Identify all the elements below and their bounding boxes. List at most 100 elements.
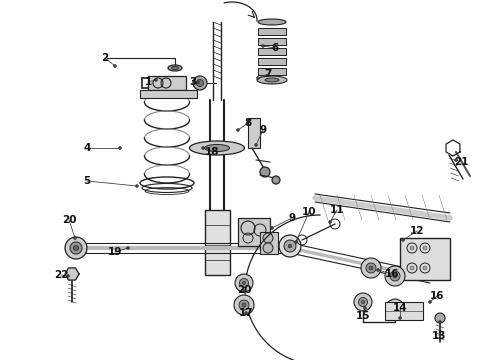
Text: 19: 19 bbox=[108, 247, 122, 257]
Circle shape bbox=[114, 64, 117, 68]
Circle shape bbox=[196, 80, 203, 86]
Bar bbox=[205, 210, 230, 275]
Circle shape bbox=[423, 266, 427, 270]
Circle shape bbox=[263, 233, 273, 243]
Text: 22: 22 bbox=[54, 270, 68, 280]
Circle shape bbox=[428, 301, 432, 303]
Text: 3: 3 bbox=[189, 77, 196, 87]
Circle shape bbox=[401, 238, 405, 242]
Ellipse shape bbox=[190, 141, 245, 155]
Bar bbox=[258, 38, 286, 45]
Ellipse shape bbox=[204, 144, 229, 152]
Text: 5: 5 bbox=[83, 176, 91, 186]
Circle shape bbox=[74, 237, 76, 239]
Text: 15: 15 bbox=[356, 311, 370, 321]
Ellipse shape bbox=[390, 271, 400, 281]
Ellipse shape bbox=[257, 76, 287, 84]
Circle shape bbox=[423, 246, 427, 250]
Circle shape bbox=[260, 167, 270, 177]
Circle shape bbox=[272, 176, 280, 184]
Circle shape bbox=[243, 289, 245, 292]
Circle shape bbox=[455, 158, 458, 162]
Ellipse shape bbox=[385, 266, 405, 286]
Ellipse shape bbox=[239, 300, 249, 310]
Ellipse shape bbox=[234, 295, 254, 315]
Circle shape bbox=[439, 320, 441, 324]
Text: 21: 21 bbox=[454, 157, 468, 167]
Circle shape bbox=[119, 147, 122, 149]
Circle shape bbox=[126, 247, 129, 249]
Bar bbox=[385, 302, 423, 320]
Ellipse shape bbox=[369, 266, 373, 270]
Ellipse shape bbox=[265, 78, 279, 82]
Text: 9: 9 bbox=[289, 213, 295, 223]
Text: 17: 17 bbox=[239, 308, 253, 318]
Ellipse shape bbox=[362, 301, 365, 303]
Ellipse shape bbox=[240, 279, 248, 288]
Circle shape bbox=[376, 269, 379, 271]
Circle shape bbox=[284, 240, 296, 252]
Text: 12: 12 bbox=[410, 226, 424, 236]
Text: 16: 16 bbox=[430, 291, 444, 301]
Text: 2: 2 bbox=[101, 53, 109, 63]
Text: 16: 16 bbox=[385, 269, 399, 279]
Circle shape bbox=[294, 240, 297, 243]
Circle shape bbox=[237, 129, 240, 131]
Circle shape bbox=[136, 184, 139, 188]
Ellipse shape bbox=[74, 246, 78, 251]
Circle shape bbox=[364, 306, 367, 310]
Circle shape bbox=[245, 311, 247, 315]
Ellipse shape bbox=[354, 293, 372, 311]
Text: 7: 7 bbox=[264, 69, 271, 79]
Bar bbox=[258, 28, 286, 35]
Circle shape bbox=[410, 246, 414, 250]
Text: 6: 6 bbox=[271, 43, 279, 53]
Text: 9: 9 bbox=[259, 125, 267, 135]
Text: 14: 14 bbox=[392, 303, 407, 313]
Bar bbox=[140, 90, 197, 98]
Bar bbox=[258, 68, 286, 75]
Bar bbox=[238, 218, 270, 246]
Ellipse shape bbox=[359, 297, 368, 306]
Circle shape bbox=[154, 78, 157, 81]
Text: 20: 20 bbox=[62, 215, 76, 225]
Circle shape bbox=[256, 77, 260, 80]
Polygon shape bbox=[65, 268, 79, 280]
Circle shape bbox=[262, 45, 265, 48]
Circle shape bbox=[410, 266, 414, 270]
Circle shape bbox=[201, 147, 204, 149]
Circle shape bbox=[67, 274, 70, 278]
Ellipse shape bbox=[393, 274, 397, 278]
Circle shape bbox=[288, 244, 292, 248]
Text: 11: 11 bbox=[330, 205, 344, 215]
Circle shape bbox=[279, 235, 301, 257]
Text: 13: 13 bbox=[432, 331, 446, 341]
Bar bbox=[258, 48, 286, 55]
Circle shape bbox=[270, 226, 273, 230]
Circle shape bbox=[254, 144, 258, 147]
Bar bbox=[400, 238, 450, 280]
Text: 18: 18 bbox=[205, 147, 219, 157]
Ellipse shape bbox=[235, 274, 253, 292]
Text: 20: 20 bbox=[237, 285, 251, 295]
Circle shape bbox=[196, 81, 199, 84]
Ellipse shape bbox=[391, 303, 399, 312]
Bar bbox=[148, 76, 186, 90]
Circle shape bbox=[435, 313, 445, 323]
Ellipse shape bbox=[361, 258, 381, 278]
Bar bbox=[248, 118, 260, 148]
Text: 1: 1 bbox=[145, 77, 151, 87]
Ellipse shape bbox=[172, 67, 178, 69]
Bar bbox=[260, 232, 278, 254]
Ellipse shape bbox=[386, 299, 404, 317]
Text: 10: 10 bbox=[302, 207, 316, 217]
Circle shape bbox=[263, 243, 273, 253]
Circle shape bbox=[398, 316, 401, 320]
Ellipse shape bbox=[65, 237, 87, 259]
Ellipse shape bbox=[242, 303, 246, 307]
Ellipse shape bbox=[366, 263, 376, 273]
Ellipse shape bbox=[243, 282, 245, 284]
Ellipse shape bbox=[258, 19, 286, 25]
Ellipse shape bbox=[168, 65, 182, 71]
Text: 8: 8 bbox=[245, 118, 252, 128]
